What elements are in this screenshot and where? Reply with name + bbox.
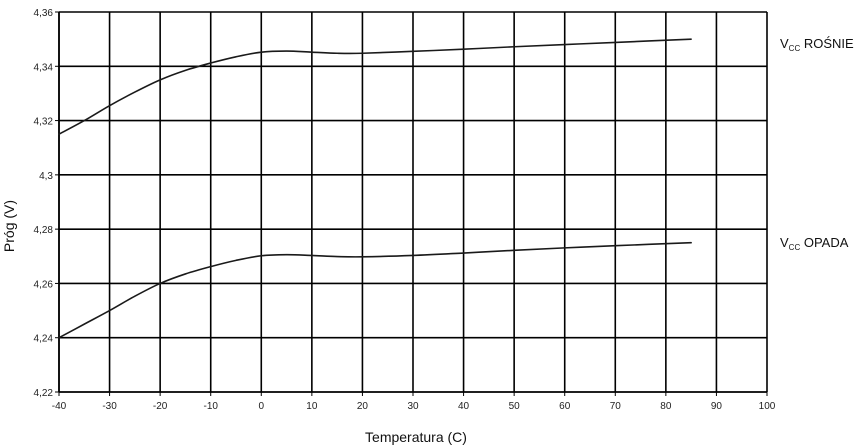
x-tick-label: -10 <box>203 401 218 412</box>
series-label-rosnie: VCC ROŚNIE <box>780 36 854 53</box>
y-tick-label: 4,32 <box>34 117 54 128</box>
y-tick-label: 4,3 <box>39 171 53 182</box>
series-label-text: OPADA <box>800 235 848 250</box>
series-lines <box>58 38 692 339</box>
tick-labels: -40 -30 -20 -10 0 10 20 30 40 50 60 70 80 90 100 4,22 4,… <box>34 8 776 412</box>
y-axis-title: Próg (V) <box>1 200 17 252</box>
x-tick-label: 60 <box>559 401 571 412</box>
x-tick-label: 30 <box>407 401 419 412</box>
series-label-subscript: CC <box>789 44 801 53</box>
x-tick-label: 90 <box>711 401 723 412</box>
y-tick-label: 4,24 <box>34 334 54 345</box>
x-tick-label: 40 <box>458 401 470 412</box>
axes <box>55 11 768 396</box>
y-tick-label: 4,22 <box>34 388 54 399</box>
y-tick-label: 4,36 <box>34 8 54 19</box>
x-tick-label: 80 <box>660 401 672 412</box>
series-line-rosnie <box>58 38 692 135</box>
y-tick-label: 4,26 <box>34 279 54 290</box>
series-label-text: ROŚNIE <box>800 36 854 51</box>
series-line-opada <box>58 241 692 339</box>
x-tick-label: 100 <box>759 401 776 412</box>
x-tick-label: -30 <box>102 401 117 412</box>
x-tick-label: 0 <box>259 401 265 412</box>
series-label-subscript: CC <box>789 243 801 252</box>
x-axis-title: Temperatura (C) <box>365 429 467 445</box>
grid <box>58 11 768 393</box>
y-tick-label: 4,34 <box>34 62 54 73</box>
x-tick-label: 10 <box>306 401 318 412</box>
x-tick-label: 50 <box>509 401 521 412</box>
y-tick-label: 4,28 <box>34 225 54 236</box>
x-tick-label: -40 <box>52 401 67 412</box>
series-label-main: V <box>780 235 789 250</box>
x-tick-label: 20 <box>357 401 369 412</box>
x-tick-label: -20 <box>153 401 168 412</box>
series-label-main: V <box>780 36 789 51</box>
x-tick-label: 70 <box>610 401 622 412</box>
series-label-opada: VCC OPADA <box>780 235 849 252</box>
